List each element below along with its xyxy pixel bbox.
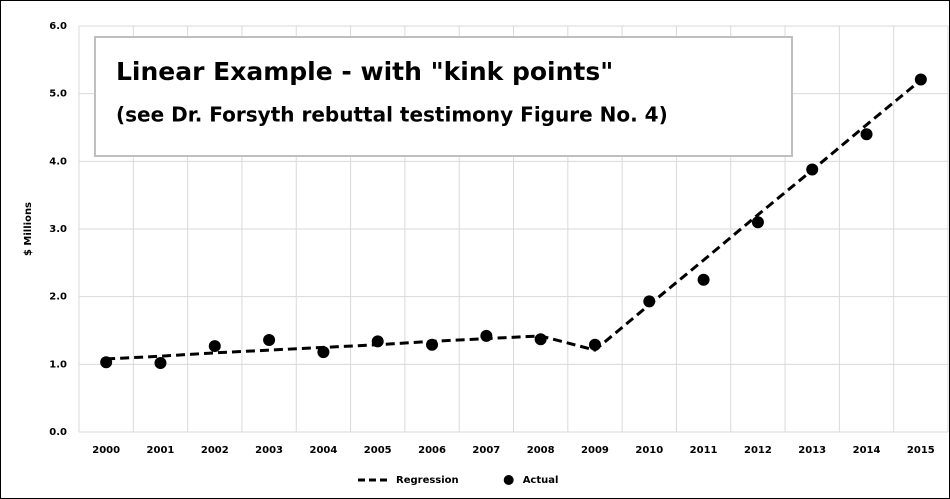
point — [263, 333, 276, 346]
point — [100, 356, 113, 369]
point — [860, 128, 873, 141]
point — [317, 346, 330, 359]
x-tick-label: 2012 — [744, 445, 772, 456]
y-axis-label: $ Millions — [23, 202, 34, 256]
legend-label: Actual — [523, 475, 559, 486]
x-tick-label: 2005 — [364, 445, 392, 456]
x-tick-label: 2004 — [309, 445, 337, 456]
point — [371, 335, 384, 348]
x-tick-label: 2001 — [147, 445, 175, 456]
y-tick-label: 5.0 — [49, 89, 67, 100]
x-tick-label: 2014 — [853, 445, 881, 456]
legend-label: Regression — [396, 475, 459, 486]
point — [534, 333, 547, 346]
x-tick-label: 2008 — [527, 445, 555, 456]
x-tick-label: 2007 — [472, 445, 500, 456]
point — [426, 338, 439, 351]
legend-marker — [503, 475, 514, 485]
x-tick-label: 2003 — [255, 445, 283, 456]
y-tick-label: 0.0 — [49, 427, 67, 438]
x-tick-label: 2000 — [92, 445, 120, 456]
point — [751, 216, 764, 229]
point — [697, 273, 710, 286]
point — [643, 295, 656, 308]
y-tick-label: 1.0 — [49, 359, 67, 370]
y-tick-label: 4.0 — [49, 156, 67, 167]
x-tick-label: 2009 — [581, 445, 609, 456]
chart-subtitle: (see Dr. Forsyth rebuttal testimony Figu… — [116, 103, 668, 127]
point — [806, 163, 819, 176]
x-tick-label: 2002 — [201, 445, 229, 456]
x-tick-label: 2006 — [418, 445, 446, 456]
x-tick-label: 2013 — [798, 445, 826, 456]
y-tick-label: 3.0 — [49, 224, 67, 235]
point — [154, 356, 167, 369]
x-tick-label: 2010 — [635, 445, 663, 456]
point — [588, 338, 601, 351]
chart-title: Linear Example - with "kink points" — [116, 57, 613, 86]
point — [208, 340, 221, 353]
x-tick-label: 2011 — [690, 445, 718, 456]
line — [106, 78, 922, 361]
y-tick-label: 6.0 — [49, 21, 67, 32]
point — [914, 73, 927, 86]
y-tick-label: 2.0 — [49, 292, 67, 303]
point — [480, 329, 493, 342]
x-tick-label: 2015 — [907, 445, 935, 456]
title-box — [94, 36, 793, 157]
